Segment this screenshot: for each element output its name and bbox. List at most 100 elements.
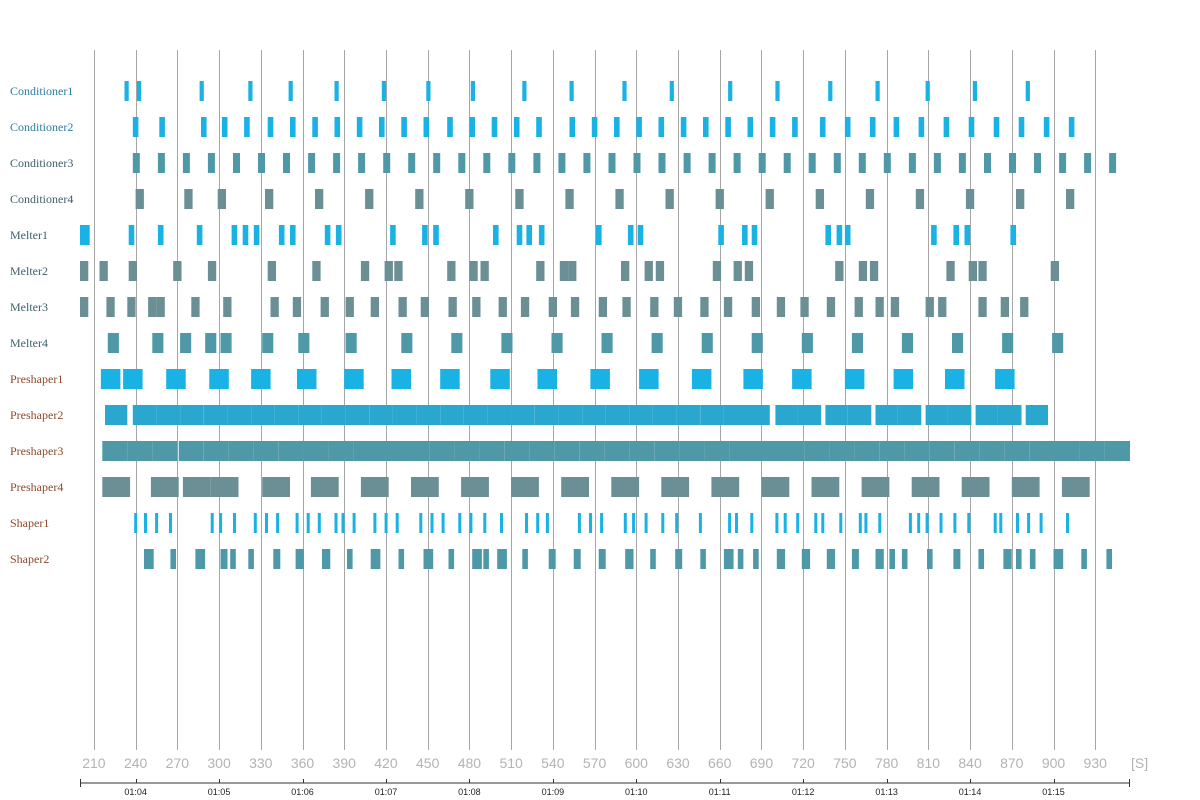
segment-bar bbox=[429, 441, 455, 461]
segment-bar bbox=[776, 549, 786, 569]
segment-bar bbox=[758, 153, 766, 173]
segment-bar bbox=[783, 513, 787, 533]
segment-bar bbox=[230, 549, 236, 569]
segment-bar bbox=[312, 261, 321, 281]
segment-bar bbox=[156, 297, 165, 317]
segment-bar bbox=[288, 81, 293, 101]
segment-bar bbox=[448, 549, 455, 569]
segment-bar bbox=[625, 549, 634, 569]
segment-bar bbox=[1105, 441, 1130, 461]
segment-bar bbox=[1009, 153, 1016, 173]
segment-bar bbox=[733, 261, 742, 281]
segment-bar bbox=[483, 153, 491, 173]
segments bbox=[80, 81, 1130, 569]
segment-bar bbox=[825, 405, 848, 425]
segment-bar bbox=[295, 513, 299, 533]
segment-bar bbox=[869, 261, 879, 281]
segment-bar bbox=[737, 549, 744, 569]
segment-bar bbox=[829, 441, 855, 461]
row-label: Preshaper1 bbox=[10, 372, 63, 386]
segment-bar bbox=[242, 225, 249, 245]
segment-bar bbox=[715, 189, 724, 209]
segment-bar bbox=[961, 477, 990, 497]
segment-bar bbox=[384, 513, 388, 533]
segment-bar bbox=[984, 153, 991, 173]
segment-bar bbox=[102, 477, 131, 497]
segment-bar bbox=[735, 513, 738, 533]
segment-bar bbox=[869, 117, 876, 137]
segment-bar bbox=[569, 117, 576, 137]
segment-bar bbox=[577, 513, 581, 533]
segment-bar bbox=[611, 477, 640, 497]
time-tick-label: 01:05 bbox=[208, 787, 231, 797]
segment-bar bbox=[515, 189, 524, 209]
segment-bar bbox=[751, 297, 760, 317]
segment-bar bbox=[883, 153, 891, 173]
segment-bar bbox=[381, 81, 386, 101]
segment-bar bbox=[826, 297, 836, 317]
segment-bar bbox=[525, 513, 528, 533]
segment-bar bbox=[155, 513, 159, 533]
x-tick-label: 330 bbox=[249, 755, 273, 771]
segment-bar bbox=[639, 369, 659, 389]
time-tick-label: 01:14 bbox=[959, 787, 982, 797]
segment-bar bbox=[650, 549, 656, 569]
segment-bar bbox=[548, 549, 556, 569]
segment-bar bbox=[220, 549, 228, 569]
segment-bar bbox=[207, 261, 217, 281]
segment-bar bbox=[469, 261, 478, 281]
segment-bar bbox=[1029, 549, 1036, 569]
segment-bar bbox=[964, 225, 971, 245]
segment-bar bbox=[679, 441, 705, 461]
segment-bar bbox=[1011, 477, 1040, 497]
x-tick-label: 660 bbox=[708, 755, 732, 771]
segment-bar bbox=[493, 225, 499, 245]
segment-bar bbox=[570, 297, 580, 317]
x-tick-label: 420 bbox=[374, 755, 398, 771]
segment-bar bbox=[322, 549, 331, 569]
x-tick-label: 390 bbox=[333, 755, 357, 771]
time-tick-label: 01:09 bbox=[542, 787, 565, 797]
segment-bar bbox=[360, 477, 389, 497]
segment-bar bbox=[298, 333, 310, 353]
segment-bar bbox=[392, 405, 417, 425]
segment-bar bbox=[370, 297, 379, 317]
segment-bar bbox=[536, 117, 542, 137]
segment-bar bbox=[797, 405, 822, 425]
row-labels: Conditioner1 Conditioner2 Conditioner3 Cond… bbox=[10, 84, 73, 566]
segment-bar bbox=[465, 189, 474, 209]
segment-bar bbox=[334, 117, 341, 137]
segment-bar bbox=[751, 333, 763, 353]
segment-bar bbox=[952, 333, 964, 353]
segment-bar bbox=[723, 405, 748, 425]
segment-bar bbox=[290, 117, 296, 137]
segment-bar bbox=[828, 81, 833, 101]
segment-bar bbox=[170, 549, 176, 569]
segment-bar bbox=[1034, 153, 1041, 173]
segment-bar bbox=[661, 477, 690, 497]
segment-bar bbox=[416, 405, 441, 425]
segment-bar bbox=[728, 513, 732, 533]
segment-bar bbox=[182, 477, 211, 497]
segment-bar bbox=[728, 81, 733, 101]
segment-bar bbox=[1025, 81, 1030, 101]
segment-bar bbox=[712, 261, 722, 281]
segment-bar bbox=[742, 225, 748, 245]
time-tick-label: 01:08 bbox=[458, 787, 481, 797]
segment-bar bbox=[604, 441, 630, 461]
segment-bar bbox=[858, 153, 866, 173]
segment-bar bbox=[559, 261, 569, 281]
segment-bar bbox=[398, 297, 407, 317]
segment-bar bbox=[447, 261, 456, 281]
segment-bar bbox=[954, 441, 980, 461]
segment-bar bbox=[451, 333, 463, 353]
segment-bar bbox=[718, 225, 724, 245]
segment-bar bbox=[747, 405, 770, 425]
segment-bar bbox=[622, 297, 631, 317]
segment-bar bbox=[658, 153, 666, 173]
segment-bar bbox=[893, 117, 900, 137]
segment-bar bbox=[839, 513, 843, 533]
segment-bar bbox=[159, 117, 165, 137]
segment-bar bbox=[804, 441, 830, 461]
segment-bar bbox=[384, 261, 393, 281]
